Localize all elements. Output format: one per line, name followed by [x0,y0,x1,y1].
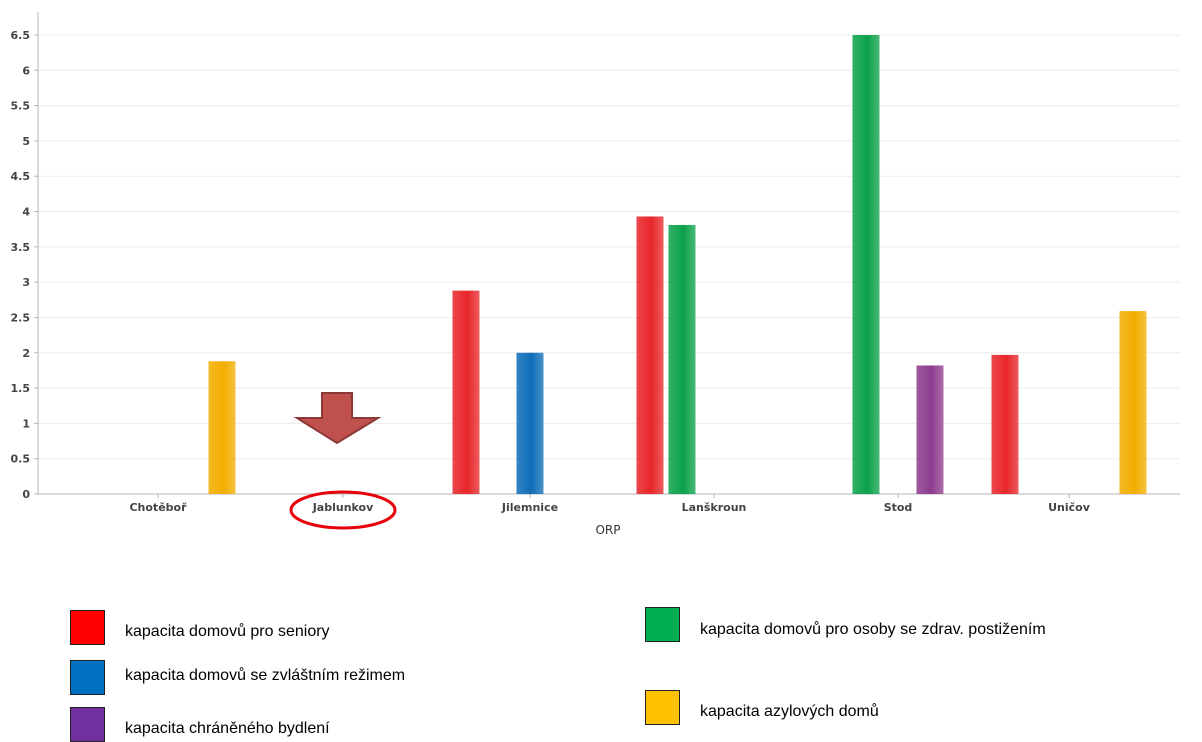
bar [668,224,696,494]
annotations [289,392,397,530]
x-tick-label: Uničov [1048,501,1091,514]
x-tick-label: Lanškroun [682,501,747,514]
bar [852,35,880,494]
y-tick-label: 2 [22,347,30,360]
legend-label: kapacita domovů pro osoby se zdrav. post… [700,621,1046,638]
legend-swatch [70,707,105,742]
x-axis-labels: Chotěboř Jablunkov Jilemnice Lanškroun Stod U… [129,501,1090,514]
y-tick-label: 0.5 [11,453,31,466]
y-tick-label: 1.5 [11,382,31,395]
bar [916,365,944,494]
bar [991,354,1019,494]
bar [1119,311,1147,494]
y-tick-label: 4 [22,206,30,219]
y-tick-label: 1 [22,417,30,430]
legend-swatch [70,660,105,695]
x-tick-label: Jablunkov [312,501,374,514]
y-tick-label: 3 [22,276,30,289]
bar-chart: 0 0.5 1 1.5 2 2.5 3 3.5 4 4.5 5 5.5 6 6.5 Chotěboř Jab… [11,12,1180,537]
x-tick-label: Stod [884,501,913,514]
y-tick-label: 4.5 [11,170,31,183]
legend-swatch [645,607,680,642]
y-tick-label: 3.5 [11,241,31,254]
legend-item: kapacita domovů pro osoby se zdrav. post… [645,607,1152,642]
y-tick-label: 0 [22,488,30,501]
y-tick-label: 5 [22,135,30,148]
bar [208,361,236,494]
legend-label: kapacita domovů se zvláštním režimem [125,667,406,684]
legend-swatch [645,690,680,725]
legend-item: kapacita domovů pro seniory [70,610,330,645]
bar [452,290,480,494]
x-axis-title: ORP [595,523,620,537]
bar [516,352,544,494]
x-tick-label: Jilemnice [501,501,558,514]
legend-label: kapacita chráněného bydlení [125,720,330,737]
legend-label: kapacita azylových domů [700,703,879,720]
bar [636,216,664,494]
legend-label: kapacita domovů pro seniory [125,623,330,640]
legend-item: kapacita domovů se zvláštním režimem [70,660,405,695]
y-tick-label: 6 [22,64,30,77]
y-tick-label: 6.5 [11,29,31,42]
y-tick-label: 2.5 [11,311,31,324]
down-arrow-icon [293,392,382,445]
x-tick-label: Chotěboř [129,501,187,514]
legend-item: kapacita chráněného bydlení [70,707,330,742]
legend-swatch [70,610,105,645]
y-axis-ticks: 0 0.5 1 1.5 2 2.5 3 3.5 4 4.5 5 5.5 6 6.5 [11,29,38,501]
bars [157,35,1147,498]
y-tick-label: 5.5 [11,100,31,113]
highlight-circle [289,490,397,530]
legend-item: kapacita azylových domů [645,690,879,725]
